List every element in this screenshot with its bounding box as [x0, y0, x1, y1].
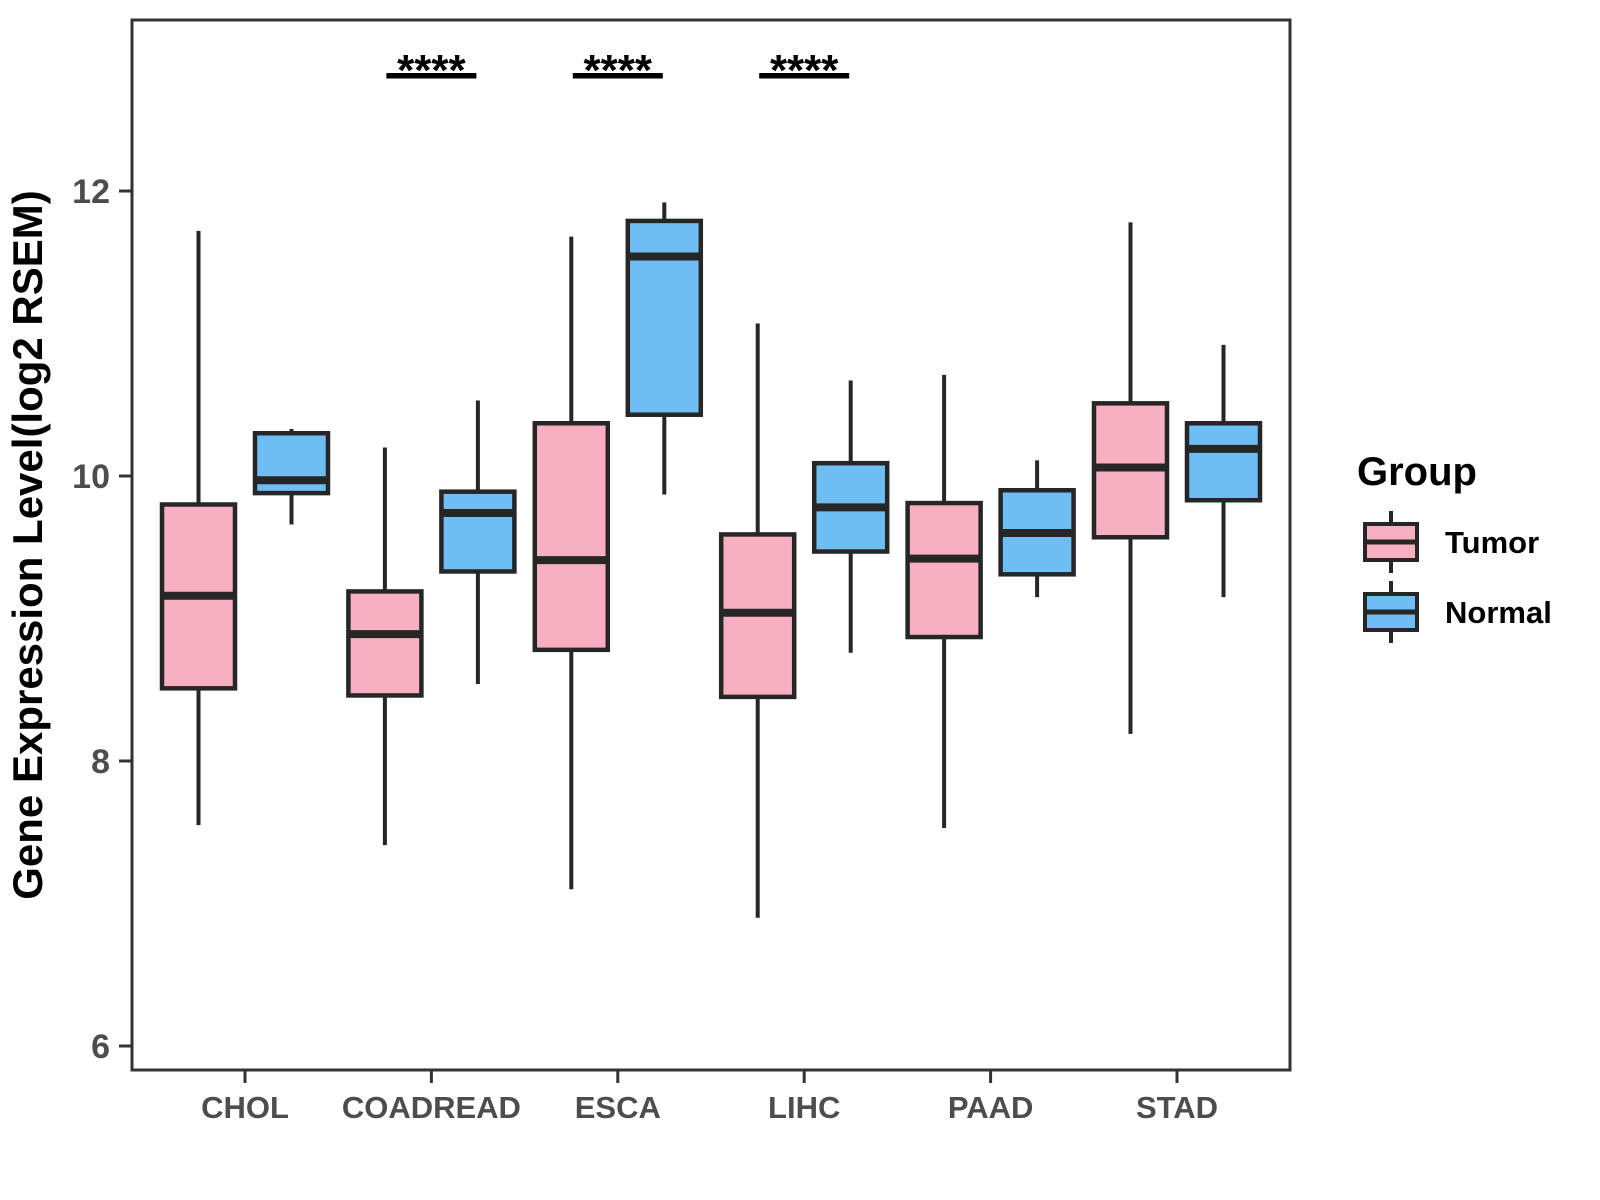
box-tumor-esca: [532, 421, 611, 653]
significance-underline-coadread: [386, 73, 477, 79]
y-tick-label: 8: [91, 743, 110, 781]
box-normal-esca: [625, 218, 704, 417]
significance-underline-esca: [572, 73, 663, 79]
legend-title: Group: [1357, 450, 1477, 494]
significance-stars-esca: ****: [584, 46, 653, 95]
y-tick-label: 12: [72, 173, 110, 211]
box-normal-coadread: [439, 489, 517, 574]
box-tumor-paad: [905, 500, 983, 640]
significance-stars-lihc: ****: [770, 46, 839, 95]
box-tumor-coadread: [346, 589, 424, 698]
x-tick-label-stad: STAD: [1136, 1090, 1218, 1125]
y-axis-title: Gene Expression Level(log2 RSEM): [4, 190, 51, 900]
y-tick-label: 10: [72, 458, 110, 496]
box-normal-stad: [1184, 421, 1263, 503]
x-tick-label-coadread: COADREAD: [342, 1090, 521, 1125]
x-tick-label-paad: PAAD: [948, 1090, 1034, 1125]
x-tick-label-esca: ESCA: [575, 1090, 661, 1125]
legend-label-tumor: Tumor: [1445, 525, 1539, 560]
x-tick-label-lihc: LIHC: [768, 1090, 840, 1125]
plot-panel: [130, 18, 1292, 1072]
significance-underline-lihc: [759, 73, 850, 79]
x-tick-label-chol: CHOL: [201, 1090, 289, 1125]
significance-stars-coadread: ****: [397, 46, 466, 95]
legend-label-normal: Normal: [1445, 595, 1552, 630]
y-tick-label: 6: [91, 1028, 110, 1066]
